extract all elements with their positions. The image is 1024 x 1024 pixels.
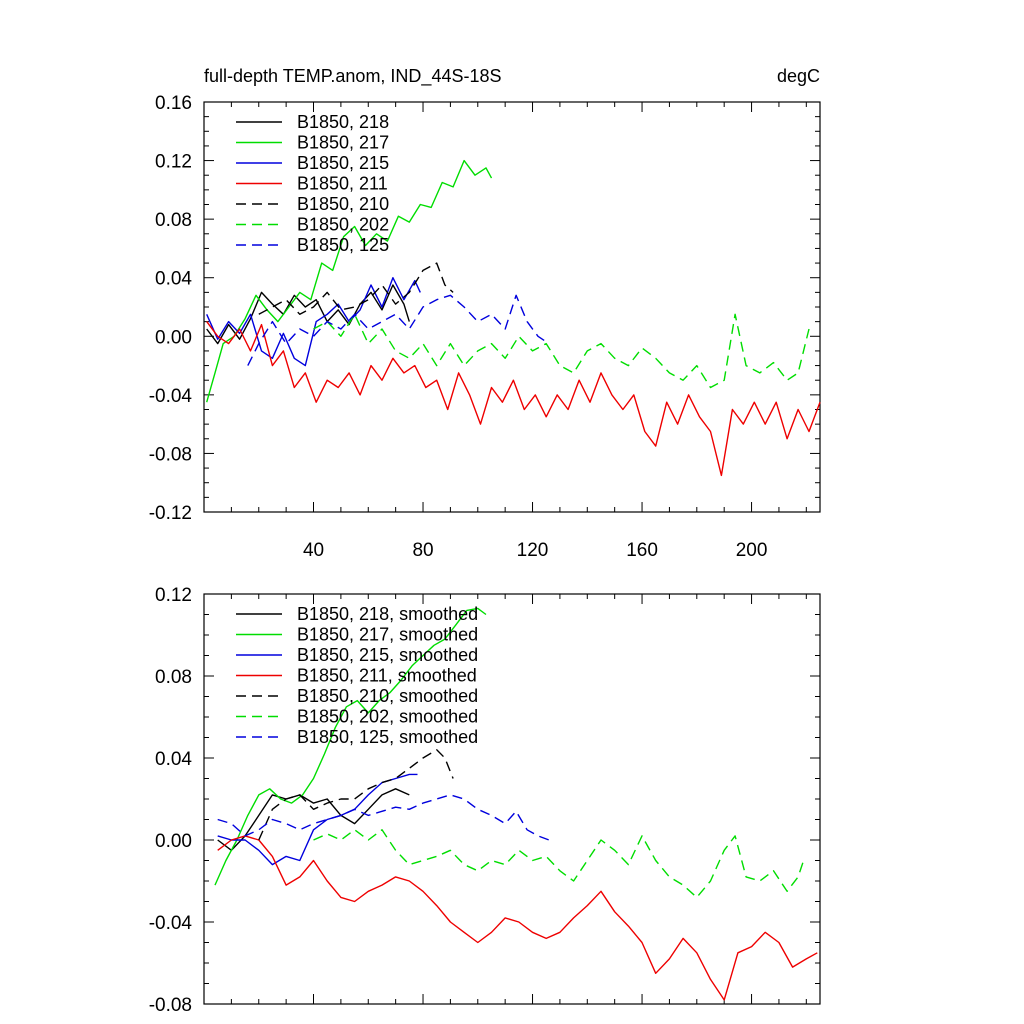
legend-label: B1850, 215, smoothed [297,645,478,665]
legend-label: B1850, 125 [297,235,389,255]
series-line-7 [247,294,550,366]
units-label: degC [777,66,820,86]
series-line-5 [258,262,454,315]
y-tick-label: -0.04 [149,913,193,934]
x-tick-label: 200 [736,540,768,561]
legend-label: B1850, 215 [297,153,389,173]
x-tick-label: 40 [303,540,324,561]
legend-label: B1850, 202 [297,215,389,235]
legend-label: B1850, 217, smoothed [297,625,478,645]
series-line-6 [313,829,805,899]
y-tick-label: 0.00 [155,831,192,852]
axis-ticks: -0.08 -0.04 0.00 0.04 0.08 0.12 [149,585,820,1016]
series-line-4 [206,321,821,477]
x-tick-label: 160 [626,540,658,561]
series-line-3 [206,277,421,367]
legend-label: B1850, 218, smoothed [297,604,478,624]
y-tick-label: 0.16 [155,93,192,114]
y-tick-label: -0.08 [149,444,192,465]
y-tick-label: 0.12 [155,585,192,606]
y-tick-label: 0.04 [155,269,192,290]
series-line-3 [217,773,418,866]
series-line-1 [217,788,410,851]
series-line-6 [313,313,810,389]
legend-label: B1850, 210, smoothed [297,686,478,706]
axis-ticks: -0.12 -0.08 -0.04 0.00 0.04 0.08 0.12 0.16 40 80 1… [149,93,820,561]
y-tick-label: 0.04 [155,749,192,770]
series-line-7 [217,794,550,841]
y-tick-label: -0.08 [149,995,192,1016]
legend-label: B1850, 202, smoothed [297,707,478,727]
series-line-4 [217,835,818,1001]
legend-label: B1850, 125, smoothed [297,727,478,747]
y-tick-label: 0.12 [155,152,192,173]
series-line-2 [206,159,493,403]
series-line-2 [214,607,487,886]
legend-label: B1850, 218 [297,112,389,132]
chart-title: full-depth TEMP.anom, IND_44S-18S [204,66,502,87]
smoothed-anomaly-panel: -0.08 -0.04 0.00 0.04 0.08 0.12 B1850, 218, s… [149,585,821,1016]
legend-label: B1850, 217 [297,133,389,153]
y-tick-label: 0.08 [155,210,192,231]
y-tick-label: 0.08 [155,667,192,688]
x-tick-label: 120 [517,540,549,561]
y-tick-label: 0.00 [155,327,192,348]
series-layer [206,159,821,477]
legend-label: B1850, 211, smoothed [297,666,477,686]
x-tick-label: 80 [412,540,433,561]
temperature-anomaly-panel: full-depth TEMP.anom, IND_44S-18S degC -… [149,66,821,561]
legend-label: B1850, 211 [297,174,388,194]
series-layer [214,607,818,1001]
series-line-5 [258,749,454,841]
y-tick-label: -0.12 [149,503,192,524]
y-tick-label: -0.04 [149,386,193,407]
series-line-1 [206,284,410,345]
legend-label: B1850, 210 [297,194,389,214]
